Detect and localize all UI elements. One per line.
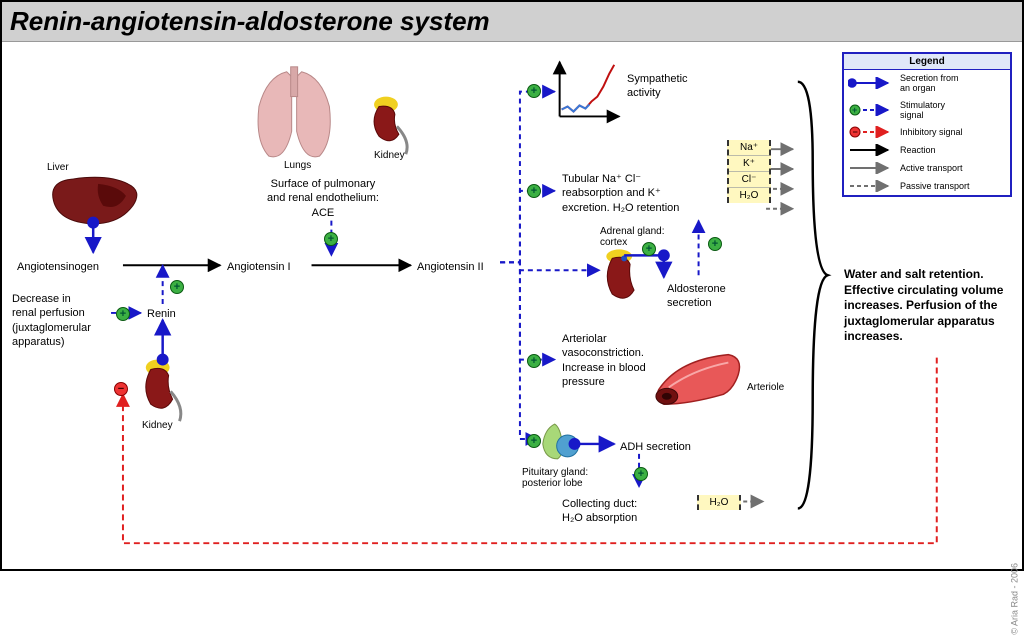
plus-icon: +	[527, 434, 541, 448]
adh-label: ADH secretion	[620, 440, 691, 454]
svg-text:+: +	[852, 105, 857, 115]
legend-row-reaction: Reaction	[844, 141, 1010, 159]
legend-row-secretion: Secretion from an organ	[844, 70, 1010, 97]
tubular-label: Tubular Na⁺ Cl⁻ reabsorption and K⁺ excr…	[562, 172, 679, 215]
lungs-shape	[258, 67, 330, 157]
ion-h2o-bottom: H₂O	[699, 495, 739, 510]
pituitary-shape	[543, 424, 579, 459]
ion-k: K⁺	[729, 156, 769, 172]
legend-title: Legend	[844, 54, 1010, 70]
arteriole-shape	[656, 355, 740, 405]
kidney-renin-label: Kidney	[142, 420, 173, 431]
angiotensinogen-label: Angiotensinogen	[17, 260, 99, 274]
plus-icon: +	[708, 237, 722, 251]
credit-text: © Aria Rad - 2006	[1010, 563, 1020, 635]
liver-shape	[53, 177, 137, 223]
ace-label: Surface of pulmonary and renal endotheli…	[267, 177, 379, 220]
sympathetic-graph	[560, 62, 620, 117]
page-title: Renin-angiotensin-aldosterone system	[10, 6, 1014, 37]
minus-icon: −	[114, 382, 128, 396]
pituitary-label: Pituitary gland: posterior lobe	[522, 467, 588, 489]
kidney-ace-label: Kidney	[374, 150, 405, 161]
ion-h2o: H₂O	[729, 188, 769, 203]
plus-icon: +	[527, 184, 541, 198]
plus-icon: +	[170, 280, 184, 294]
renin-label: Renin	[147, 307, 176, 321]
legend-row-passive: Passive transport	[844, 177, 1010, 195]
angiotensin2-label: Angiotensin II	[417, 260, 484, 274]
kidney-renin-shape	[146, 360, 181, 422]
plus-icon: +	[634, 467, 648, 481]
svg-text:−: −	[853, 127, 858, 137]
legend-row-active: Active transport	[844, 159, 1010, 177]
aldosterone-label: Aldosterone secretion	[667, 282, 726, 311]
ion-box-bottom: H₂O	[697, 495, 741, 510]
brace	[798, 82, 828, 509]
vasoconstriction-label: Arteriolar vasoconstriction. Increase in…	[562, 332, 646, 389]
ion-cl: Cl⁻	[729, 172, 769, 188]
plus-icon: +	[116, 307, 130, 321]
ion-box-top: Na⁺ K⁺ Cl⁻ H₂O	[727, 140, 771, 203]
sympathetic-label: Sympathetic activity	[627, 72, 688, 101]
kidney-ace-shape	[374, 97, 407, 155]
decrease-perfusion-label: Decrease in renal perfusion (juxtaglomer…	[12, 292, 91, 349]
liver-label: Liver	[47, 162, 69, 173]
legend-box: Legend Secretion from an organ + Stimula…	[842, 52, 1012, 197]
legend-row-inhibitory: − Inhibitory signal	[844, 123, 1010, 141]
collecting-label: Collecting duct: H₂O absorption	[562, 497, 637, 526]
adrenal-label: Adrenal gland: cortex	[600, 226, 665, 248]
title-bar: Renin-angiotensin-aldosterone system	[2, 2, 1022, 42]
outcome-text: Water and salt retention. Effective circ…	[844, 267, 1014, 345]
kidney-adrenal-shape	[606, 249, 634, 298]
plus-icon: +	[527, 84, 541, 98]
legend-row-stimulatory: + Stimulatory signal	[844, 97, 1010, 124]
ion-na: Na⁺	[729, 140, 769, 156]
diagram-canvas: + + + + + + + + + + − Liver Lungs Kidney…	[2, 42, 1022, 567]
angiotensin1-label: Angiotensin I	[227, 260, 291, 274]
plus-icon: +	[324, 232, 338, 246]
arteriole-label: Arteriole	[747, 382, 784, 393]
lungs-label: Lungs	[284, 160, 311, 171]
plus-icon: +	[527, 354, 541, 368]
